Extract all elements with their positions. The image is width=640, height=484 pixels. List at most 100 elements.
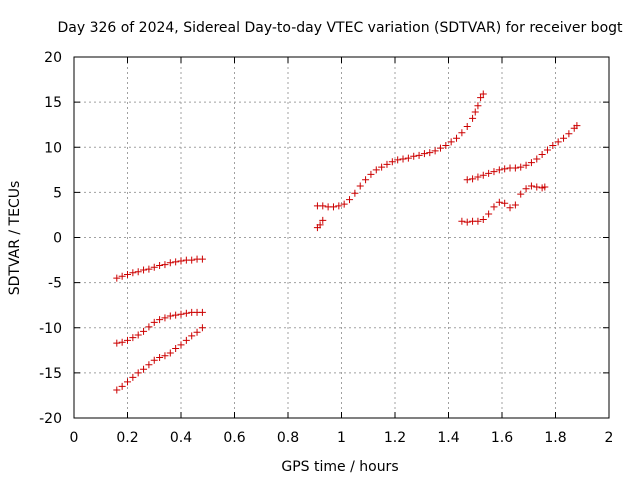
- x-tick-label: 1.4: [437, 430, 459, 446]
- data-point: [463, 122, 471, 130]
- series-seg-d: [313, 216, 327, 232]
- data-point: [394, 156, 402, 164]
- data-point: [172, 311, 180, 319]
- data-point: [527, 182, 535, 190]
- data-point: [198, 255, 206, 263]
- data-point: [506, 204, 514, 212]
- data-points: [113, 90, 581, 394]
- data-point: [113, 386, 121, 394]
- y-tick-label: 10: [44, 140, 62, 156]
- x-axis-label: GPS time / hours: [281, 459, 398, 475]
- y-tick-label: -5: [48, 276, 62, 292]
- data-point: [316, 221, 324, 229]
- data-point: [156, 316, 164, 324]
- x-tick-label: 1.6: [491, 430, 513, 446]
- data-point: [113, 274, 121, 282]
- data-point: [471, 108, 479, 116]
- data-point: [573, 122, 581, 130]
- y-tick-label: 15: [44, 95, 62, 111]
- y-tick-label: 20: [44, 50, 62, 66]
- data-point: [543, 146, 551, 154]
- data-point: [198, 324, 206, 332]
- data-point: [198, 308, 206, 316]
- data-point: [161, 352, 169, 360]
- data-point: [490, 203, 498, 211]
- data-point: [335, 202, 343, 210]
- data-point: [517, 163, 525, 171]
- data-point: [485, 210, 493, 218]
- data-point: [474, 217, 482, 225]
- data-point: [113, 339, 121, 347]
- data-point: [436, 144, 444, 152]
- data-point: [118, 382, 126, 390]
- data-point: [495, 198, 503, 206]
- data-point: [134, 331, 142, 339]
- data-point: [161, 261, 169, 269]
- data-point: [426, 149, 434, 157]
- data-point: [319, 202, 327, 210]
- data-point: [527, 159, 535, 167]
- data-point: [495, 166, 503, 174]
- data-point: [161, 314, 169, 322]
- data-point: [388, 158, 396, 166]
- data-point: [522, 185, 530, 193]
- x-tick-label: 1: [337, 430, 346, 446]
- data-point: [124, 271, 131, 279]
- data-point: [188, 256, 196, 264]
- data-point: [453, 134, 461, 142]
- data-point: [145, 361, 153, 369]
- data-point: [560, 134, 568, 142]
- data-point: [415, 151, 423, 159]
- data-point: [404, 154, 412, 162]
- data-point: [129, 373, 137, 381]
- series-seg-b: [113, 308, 206, 347]
- data-point: [177, 341, 185, 349]
- data-point: [469, 175, 477, 183]
- series-seg-c: [113, 324, 206, 394]
- data-point: [533, 155, 541, 163]
- data-point: [145, 265, 153, 273]
- x-tick-label: 1.2: [384, 430, 406, 446]
- data-point: [420, 150, 428, 158]
- data-point: [399, 155, 407, 163]
- data-point: [166, 259, 174, 267]
- series-seg-e: [313, 90, 487, 211]
- data-point: [346, 196, 354, 204]
- data-point: [351, 189, 359, 197]
- data-point: [172, 345, 180, 353]
- chart-title: Day 326 of 2024, Sidereal Day-to-day VTE…: [57, 20, 623, 36]
- data-point: [145, 323, 153, 331]
- grid: [74, 57, 609, 418]
- x-tick-label: 0.4: [170, 430, 192, 446]
- data-point: [329, 203, 337, 211]
- data-point: [565, 130, 573, 138]
- data-point: [541, 183, 549, 191]
- data-point: [511, 164, 519, 172]
- data-point: [431, 147, 439, 155]
- data-point: [166, 312, 174, 320]
- data-point: [517, 190, 525, 198]
- data-point: [124, 336, 131, 344]
- data-point: [340, 200, 348, 208]
- data-point: [458, 129, 466, 137]
- series-seg-g: [458, 182, 549, 226]
- data-point: [150, 318, 158, 326]
- data-point: [140, 266, 148, 274]
- data-point: [477, 94, 485, 102]
- y-tick-label: 0: [53, 231, 62, 247]
- series-seg-f: [463, 122, 581, 184]
- data-point: [479, 90, 487, 98]
- x-tick-label: 0: [70, 430, 79, 446]
- y-tick-label: -15: [39, 366, 62, 382]
- x-axis-ticks: 0 0.2 0.4 0.6 0.8 1 1.2 1.4 1.6 1.8 2: [70, 57, 613, 446]
- data-point: [378, 163, 386, 171]
- y-tick-label: -20: [39, 411, 62, 427]
- data-point: [554, 138, 562, 146]
- data-point: [134, 369, 142, 377]
- data-point: [118, 338, 126, 346]
- data-point: [501, 199, 509, 207]
- x-tick-label: 0.2: [116, 430, 138, 446]
- data-point: [156, 261, 164, 269]
- data-point: [485, 169, 493, 177]
